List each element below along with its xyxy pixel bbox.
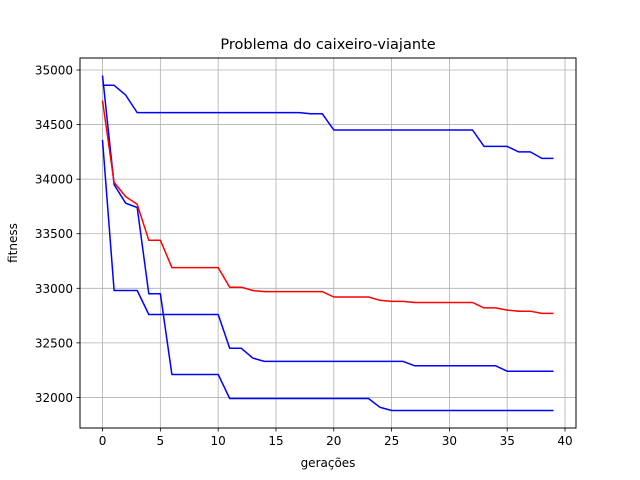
x-axis-label: gerações (301, 456, 356, 470)
y-tick-label: 33000 (35, 282, 73, 296)
x-axis-ticks: 0 5 10 15 20 25 30 35 40 (99, 428, 573, 448)
x-tick-label: 35 (500, 434, 515, 448)
y-tick-label: 32000 (35, 391, 73, 405)
y-tick-label: 35000 (35, 64, 73, 78)
y-tick-label: 33500 (35, 227, 73, 241)
y-axis-ticks: 32000 32500 33000 33500 34000 34500 35000 (35, 64, 80, 405)
series-line-1 (101, 75, 554, 412)
grid-lines (80, 58, 576, 428)
x-tick-label: 25 (384, 434, 399, 448)
x-tick-label: 10 (211, 434, 226, 448)
series-line-2 (102, 84, 554, 160)
x-tick-label: 40 (557, 434, 572, 448)
series-lines (101, 75, 554, 412)
y-tick-label: 32500 (35, 336, 73, 350)
x-tick-label: 5 (157, 434, 165, 448)
y-tick-label: 34000 (35, 173, 73, 187)
x-tick-label: 15 (268, 434, 283, 448)
x-tick-label: 0 (99, 434, 107, 448)
series-line-4 (101, 100, 554, 315)
y-tick-label: 34500 (35, 118, 73, 132)
y-axis-label: fitness (6, 223, 20, 263)
chart-title: Problema do caixeiro-viajante (220, 37, 435, 53)
series-line-3 (101, 139, 554, 372)
x-tick-label: 30 (442, 434, 457, 448)
x-tick-label: 20 (326, 434, 341, 448)
axes-frame (79, 57, 577, 429)
